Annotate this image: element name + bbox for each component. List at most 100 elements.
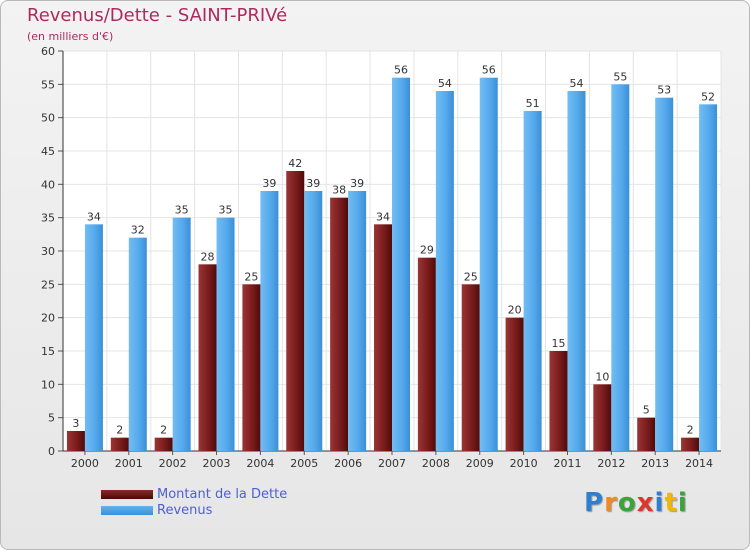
data-label-revenue: 32 bbox=[131, 224, 145, 237]
brand-letter: i bbox=[677, 488, 688, 518]
bar-revenue bbox=[84, 224, 103, 451]
bar-revenue bbox=[479, 77, 498, 452]
bar-revenue bbox=[523, 111, 542, 451]
data-label-revenue: 39 bbox=[350, 177, 364, 190]
x-tick-label: 2000 bbox=[71, 457, 99, 470]
bar-debt bbox=[461, 284, 480, 451]
bar-debt bbox=[417, 257, 436, 451]
bar-revenue bbox=[172, 217, 191, 451]
x-tick-label: 2001 bbox=[115, 457, 143, 470]
x-tick-label: 2011 bbox=[553, 457, 581, 470]
x-tick-label: 2007 bbox=[378, 457, 406, 470]
bar-revenue bbox=[260, 191, 279, 451]
x-tick-label: 2014 bbox=[685, 457, 713, 470]
data-label-revenue: 35 bbox=[175, 204, 189, 217]
legend-label-debt: Montant de la Dette bbox=[157, 487, 288, 502]
data-label-debt: 5 bbox=[643, 404, 650, 417]
bar-debt bbox=[110, 437, 129, 451]
y-tick-label: 35 bbox=[41, 212, 55, 225]
data-label-debt: 2 bbox=[116, 424, 123, 437]
x-tick-label: 2010 bbox=[510, 457, 538, 470]
y-tick-label: 50 bbox=[41, 112, 55, 125]
data-label-revenue: 55 bbox=[613, 70, 627, 83]
bar-revenue bbox=[655, 97, 674, 452]
data-label-revenue: 35 bbox=[219, 204, 233, 217]
data-label-revenue: 54 bbox=[569, 77, 583, 90]
y-tick-label: 10 bbox=[41, 378, 55, 391]
bar-revenue bbox=[567, 91, 586, 451]
brand-letter: t bbox=[664, 488, 678, 518]
y-tick-label: 45 bbox=[41, 145, 55, 158]
data-label-debt: 10 bbox=[595, 370, 609, 383]
data-label-debt: 15 bbox=[551, 337, 565, 350]
x-tick-label: 2006 bbox=[334, 457, 362, 470]
y-tick-label: 60 bbox=[41, 45, 55, 58]
data-label-debt: 3 bbox=[72, 417, 79, 430]
bar-debt bbox=[681, 437, 700, 451]
data-label-debt: 38 bbox=[332, 184, 346, 197]
label-layer: 3342322352835253942393839345629542556205… bbox=[72, 64, 715, 437]
bar-revenue bbox=[392, 77, 410, 452]
bar-layer bbox=[66, 77, 718, 452]
data-label-revenue: 56 bbox=[394, 64, 408, 77]
chart-subtitle: (en milliers d'€) bbox=[27, 30, 114, 43]
data-label-revenue: 39 bbox=[306, 177, 320, 190]
y-tick-label: 40 bbox=[41, 178, 55, 191]
x-tick-label: 2013 bbox=[641, 457, 669, 470]
brand-letter: x bbox=[636, 488, 655, 518]
chart-title: Revenus/Dette - SAINT-PRIVé bbox=[27, 5, 288, 26]
bar-debt bbox=[374, 224, 392, 451]
y-tick-label: 25 bbox=[41, 278, 55, 291]
data-label-revenue: 34 bbox=[87, 210, 101, 223]
data-label-debt: 20 bbox=[508, 304, 522, 317]
x-tick-label: 2005 bbox=[290, 457, 318, 470]
data-label-revenue: 51 bbox=[526, 97, 540, 110]
bar-debt bbox=[505, 317, 524, 451]
bar-debt bbox=[66, 431, 85, 451]
data-label-debt: 42 bbox=[288, 157, 302, 170]
bar-revenue bbox=[216, 217, 235, 451]
x-tick-label: 2004 bbox=[246, 457, 274, 470]
legend-swatch-revenue bbox=[101, 506, 153, 515]
data-label-revenue: 52 bbox=[701, 90, 715, 103]
y-tick-label: 5 bbox=[48, 412, 55, 425]
data-label-debt: 2 bbox=[687, 424, 694, 437]
data-label-revenue: 56 bbox=[482, 64, 496, 77]
y-tick-label: 0 bbox=[48, 445, 55, 458]
bar-revenue bbox=[348, 191, 367, 451]
x-tick-label: 2003 bbox=[203, 457, 231, 470]
data-label-debt: 25 bbox=[244, 270, 258, 283]
bar-debt bbox=[593, 384, 612, 451]
y-tick-label: 20 bbox=[41, 312, 55, 325]
x-tick-label: 2008 bbox=[422, 457, 450, 470]
x-tick-label: 2009 bbox=[466, 457, 494, 470]
data-label-revenue: 54 bbox=[438, 77, 452, 90]
data-label-revenue: 53 bbox=[657, 84, 671, 97]
bar-revenue bbox=[611, 84, 630, 451]
bar-debt bbox=[549, 351, 568, 451]
y-tick-label: 30 bbox=[41, 245, 55, 258]
data-label-debt: 29 bbox=[420, 244, 434, 257]
data-label-debt: 28 bbox=[201, 250, 215, 263]
bar-debt bbox=[286, 171, 305, 451]
x-tick-label: 2002 bbox=[159, 457, 187, 470]
bar-debt bbox=[637, 417, 656, 451]
brand-letter: r bbox=[604, 488, 618, 518]
data-label-debt: 2 bbox=[160, 424, 167, 437]
bar-debt bbox=[330, 197, 349, 451]
brand-letter: o bbox=[617, 488, 637, 518]
brand-letter: P bbox=[584, 488, 605, 518]
brand-letter: i bbox=[654, 488, 665, 518]
data-label-debt: 25 bbox=[464, 270, 478, 283]
y-tick-label: 55 bbox=[41, 78, 55, 91]
data-label-revenue: 39 bbox=[262, 177, 276, 190]
data-label-debt: 34 bbox=[376, 210, 390, 223]
x-tick-label: 2012 bbox=[597, 457, 625, 470]
bar-revenue bbox=[699, 104, 718, 451]
bar-revenue bbox=[128, 237, 147, 451]
bar-revenue bbox=[435, 91, 454, 451]
brand-logo: Proxiti bbox=[584, 488, 688, 518]
bar-debt bbox=[198, 264, 217, 451]
